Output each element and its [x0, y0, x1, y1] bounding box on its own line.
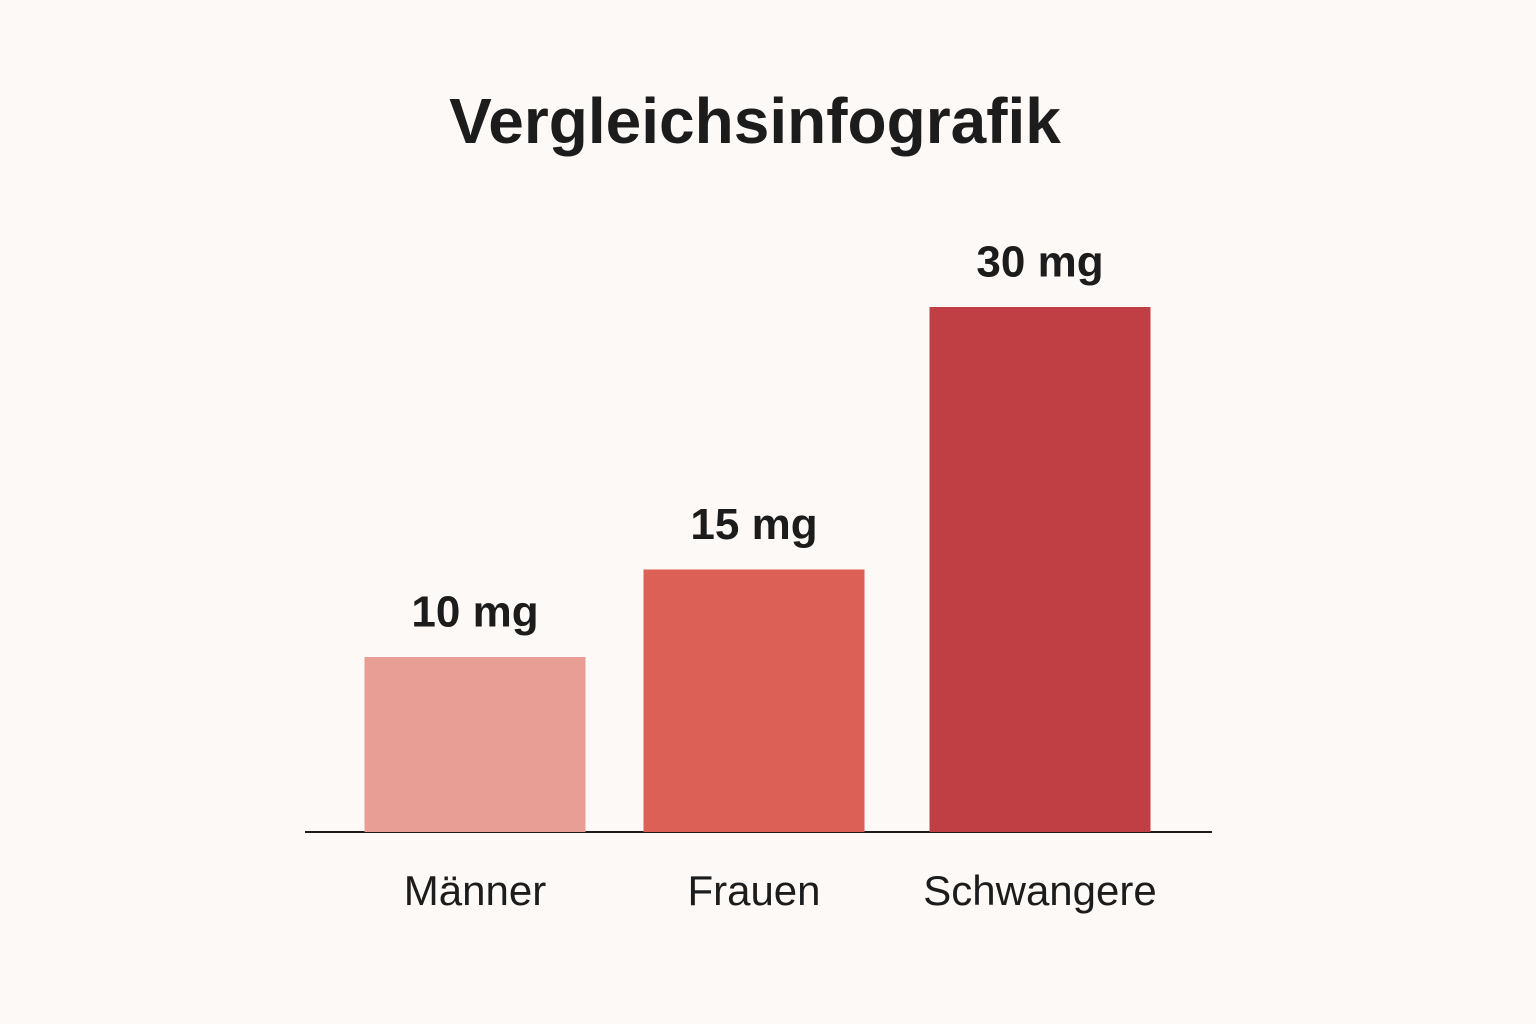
value-label: 10 mg — [411, 588, 538, 637]
value-label: 30 mg — [976, 238, 1103, 287]
x-tick-label: Männer — [404, 867, 546, 914]
bar — [929, 307, 1151, 832]
chart-title: Vergleichsinfografik — [449, 85, 1061, 157]
value-label: 15 mg — [690, 500, 817, 549]
bar — [643, 569, 865, 832]
x-tick-label: Frauen — [687, 867, 820, 914]
x-tick-label: Schwangere — [923, 867, 1156, 914]
bar — [364, 657, 586, 832]
